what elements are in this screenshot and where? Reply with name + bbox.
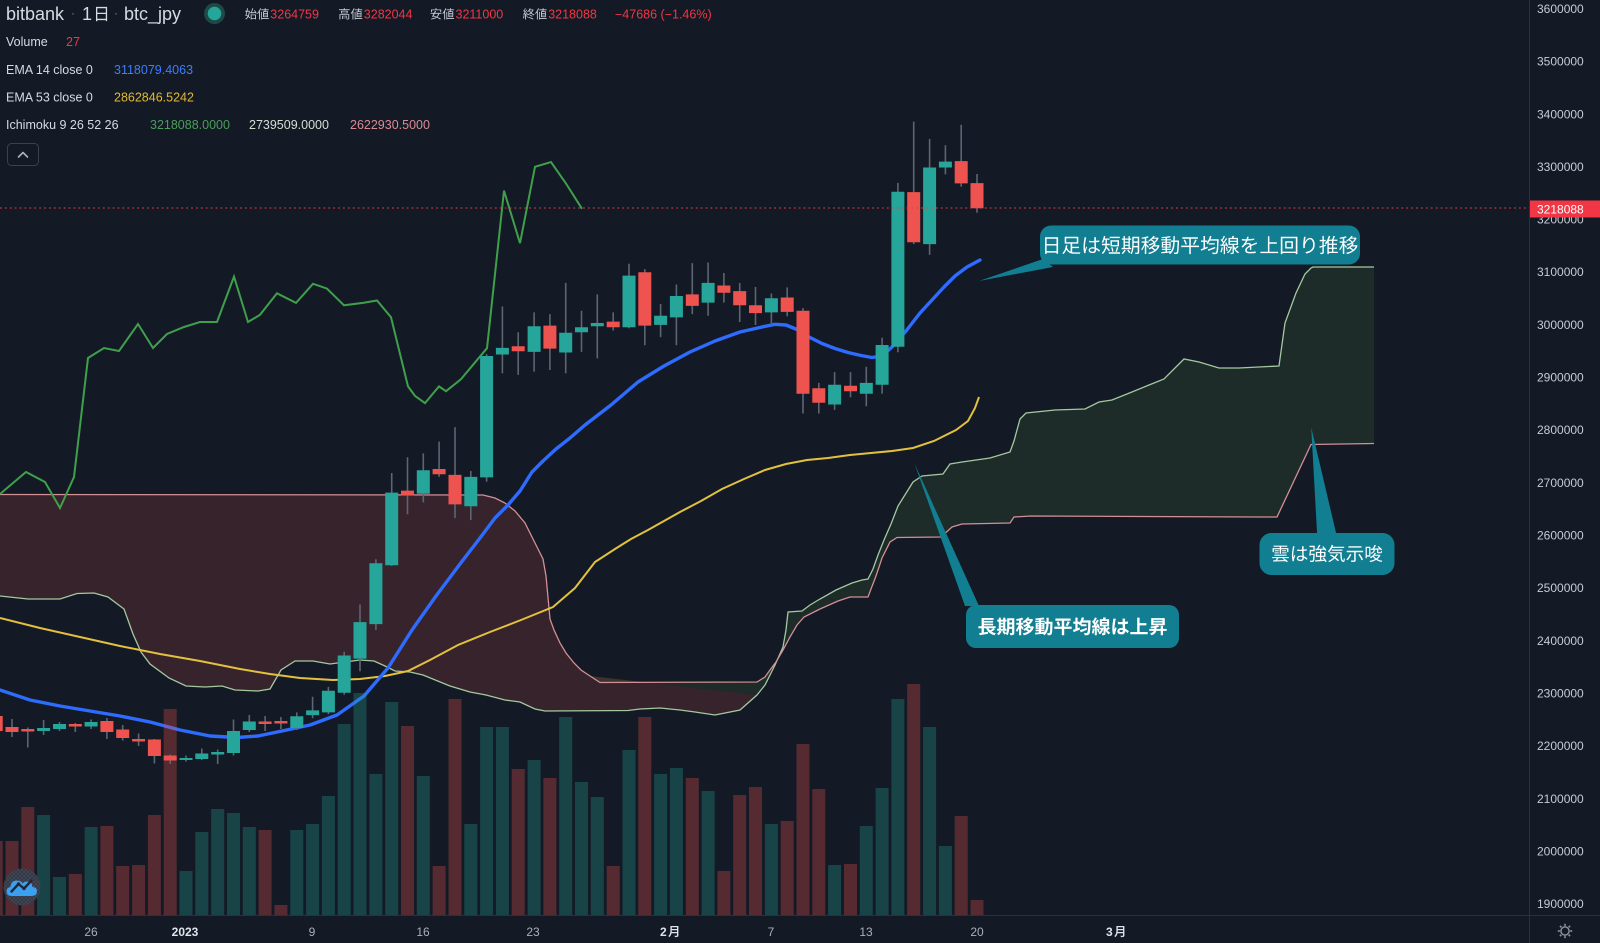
- svg-text:−47686 (−1.46%): −47686 (−1.46%): [615, 8, 712, 22]
- svg-text:2023: 2023: [172, 925, 199, 939]
- svg-text:btc_jpy: btc_jpy: [124, 4, 181, 25]
- svg-text:EMA 14 close 0: EMA 14 close 0: [6, 63, 93, 77]
- svg-text:EMA 53 close 0: EMA 53 close 0: [6, 91, 93, 105]
- svg-text:1900000: 1900000: [1537, 897, 1584, 911]
- svg-text:2400000: 2400000: [1537, 634, 1584, 648]
- svg-text:3218088: 3218088: [548, 8, 597, 22]
- svg-text:20: 20: [970, 925, 984, 939]
- svg-text:3218088: 3218088: [1537, 203, 1584, 217]
- svg-text:7: 7: [768, 925, 775, 939]
- svg-text:2622930.5000: 2622930.5000: [350, 118, 430, 132]
- svg-text:3218088.0000: 3218088.0000: [150, 118, 230, 132]
- svg-text:27: 27: [66, 35, 80, 49]
- svg-text:9: 9: [309, 925, 316, 939]
- svg-text:2739509.0000: 2739509.0000: [249, 118, 329, 132]
- svg-text:3118079.4063: 3118079.4063: [114, 63, 193, 77]
- svg-text:·: ·: [71, 6, 75, 20]
- svg-text:26: 26: [84, 925, 98, 939]
- svg-text:2700000: 2700000: [1537, 476, 1584, 490]
- svg-text:3400000: 3400000: [1537, 107, 1584, 121]
- svg-text:Volume: Volume: [6, 35, 48, 49]
- svg-text:2200000: 2200000: [1537, 739, 1584, 753]
- svg-text:3000000: 3000000: [1537, 318, 1584, 332]
- svg-text:23: 23: [526, 925, 540, 939]
- svg-text:3264759: 3264759: [270, 8, 319, 22]
- svg-text:3211000: 3211000: [456, 8, 504, 22]
- svg-text:2000000: 2000000: [1537, 844, 1584, 858]
- svg-text:3100000: 3100000: [1537, 265, 1584, 279]
- svg-text:2300000: 2300000: [1537, 686, 1584, 700]
- svg-text:2500000: 2500000: [1537, 581, 1584, 595]
- svg-text:2900000: 2900000: [1537, 371, 1584, 385]
- svg-text:2600000: 2600000: [1537, 529, 1584, 543]
- svg-text:3: 3: [1106, 925, 1113, 939]
- svg-text:2800000: 2800000: [1537, 423, 1584, 437]
- svg-text:Ichimoku 9 26 52 26: Ichimoku 9 26 52 26: [6, 118, 119, 132]
- svg-text:3282044: 3282044: [364, 8, 413, 22]
- svg-text:3500000: 3500000: [1537, 55, 1584, 69]
- svg-text:2100000: 2100000: [1537, 792, 1584, 806]
- svg-text:1: 1: [82, 4, 92, 24]
- svg-text:·: ·: [114, 6, 118, 20]
- svg-text:3300000: 3300000: [1537, 160, 1584, 174]
- svg-text:2862846.5242: 2862846.5242: [114, 91, 194, 105]
- svg-text:16: 16: [416, 925, 430, 939]
- svg-text:13: 13: [859, 925, 873, 939]
- svg-text:3600000: 3600000: [1537, 2, 1584, 16]
- svg-text:2: 2: [660, 925, 667, 939]
- svg-text:bitbank: bitbank: [6, 4, 65, 24]
